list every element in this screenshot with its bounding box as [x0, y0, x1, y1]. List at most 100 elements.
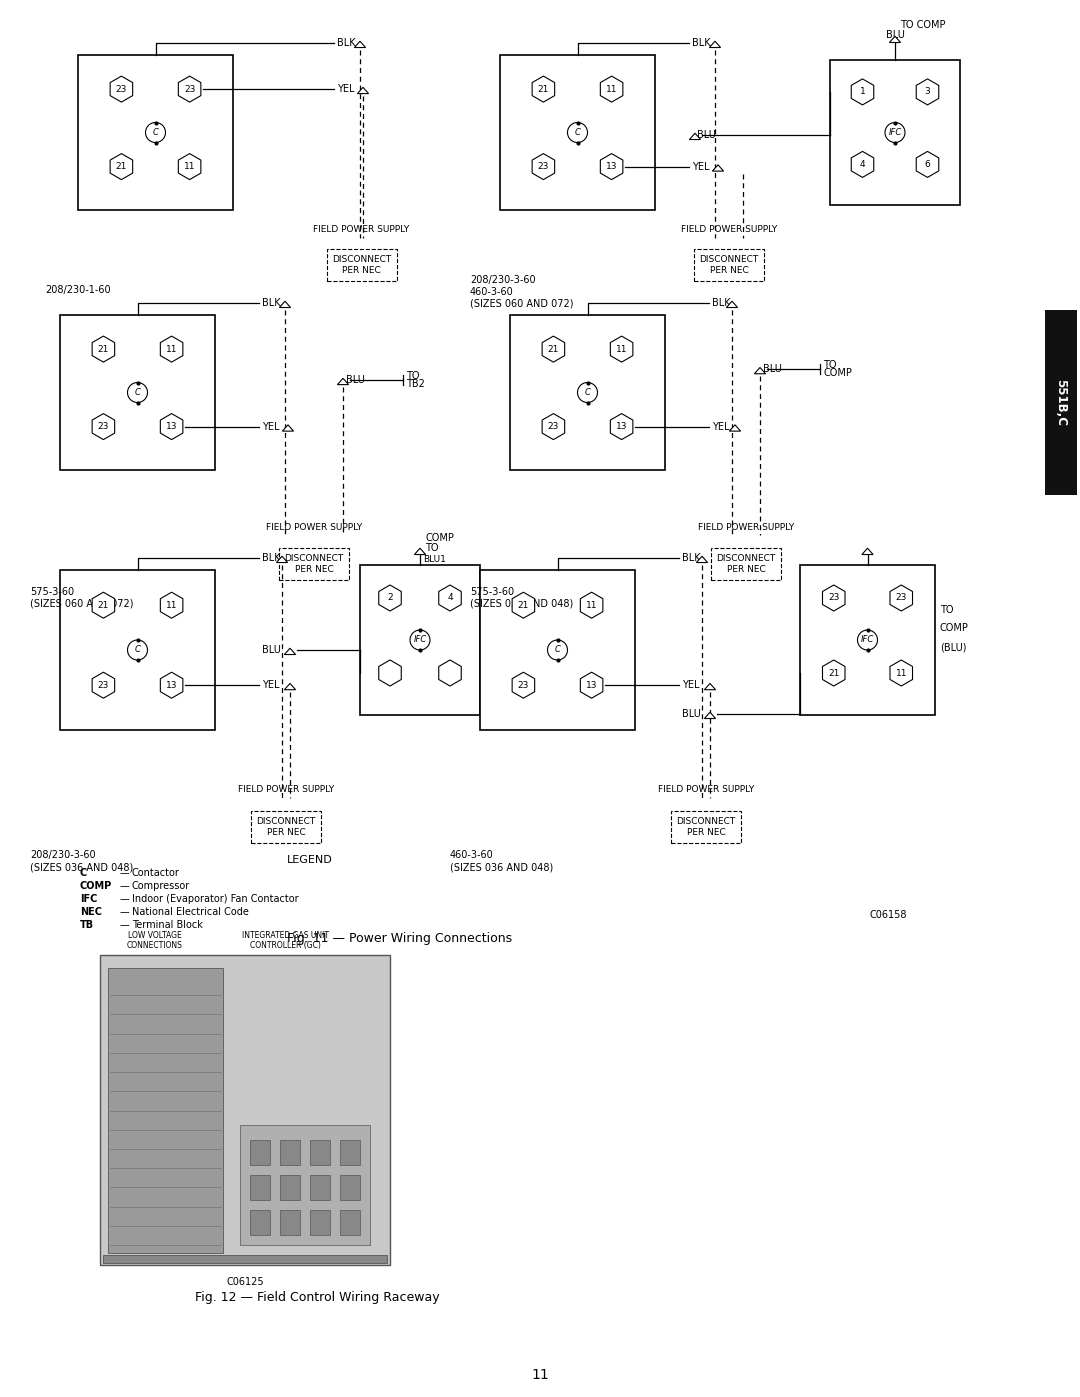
- Text: COMP: COMP: [823, 369, 852, 379]
- Text: 13: 13: [166, 422, 177, 432]
- Text: Fig. 11 — Power Wiring Connections: Fig. 11 — Power Wiring Connections: [287, 932, 513, 944]
- Text: BLU: BLU: [681, 710, 701, 719]
- Text: 21: 21: [116, 162, 127, 170]
- Bar: [60, 314, 215, 469]
- Circle shape: [578, 383, 597, 402]
- Text: 23: 23: [116, 85, 127, 94]
- Text: NEC: NEC: [80, 907, 102, 916]
- Text: 23: 23: [184, 85, 195, 94]
- Text: 21: 21: [828, 669, 839, 678]
- Text: 13: 13: [616, 422, 627, 432]
- Text: C: C: [575, 129, 580, 137]
- Polygon shape: [542, 337, 565, 362]
- Bar: [480, 570, 635, 731]
- Text: BLU1: BLU1: [423, 556, 446, 564]
- Text: FIELD POWER SUPPLY: FIELD POWER SUPPLY: [266, 522, 362, 531]
- Text: C: C: [135, 645, 140, 655]
- Text: 551B,C: 551B,C: [1054, 379, 1067, 426]
- Text: LOW VOLTAGE
CONNECTIONS: LOW VOLTAGE CONNECTIONS: [127, 930, 183, 950]
- Polygon shape: [713, 165, 724, 170]
- Text: 21: 21: [517, 601, 529, 609]
- Text: YEL: YEL: [692, 162, 710, 172]
- Bar: [340, 1210, 360, 1235]
- Text: 13: 13: [166, 680, 177, 690]
- Text: 575-3-60: 575-3-60: [470, 587, 514, 597]
- Text: IFC: IFC: [889, 129, 902, 137]
- Polygon shape: [704, 683, 716, 690]
- Bar: [78, 54, 233, 210]
- Text: DISCONNECT
PER NEC: DISCONNECT PER NEC: [716, 555, 775, 574]
- Polygon shape: [337, 379, 349, 384]
- Text: C: C: [135, 388, 140, 397]
- Text: C: C: [152, 129, 159, 137]
- Text: (SIZES 036 AND 048): (SIZES 036 AND 048): [470, 599, 573, 609]
- Text: BLU: BLU: [697, 130, 716, 140]
- Text: YEL: YEL: [681, 680, 700, 690]
- Bar: [340, 1175, 360, 1200]
- Text: 1: 1: [860, 88, 865, 96]
- Bar: [831, 60, 960, 205]
- Text: IFC: IFC: [414, 636, 427, 644]
- Text: INTEGRATED GAS UNIT
CONTROLLER (GC): INTEGRATED GAS UNIT CONTROLLER (GC): [242, 930, 328, 950]
- Text: BLU: BLU: [346, 376, 365, 386]
- Polygon shape: [600, 75, 623, 102]
- Text: 11: 11: [166, 601, 177, 609]
- Text: 23: 23: [517, 680, 529, 690]
- Text: 11: 11: [166, 345, 177, 353]
- Polygon shape: [354, 42, 366, 47]
- Bar: [279, 548, 349, 580]
- Bar: [280, 1140, 300, 1165]
- Text: 13: 13: [585, 680, 597, 690]
- Polygon shape: [890, 585, 913, 610]
- Text: 21: 21: [97, 345, 109, 353]
- Text: 11: 11: [184, 162, 195, 170]
- Text: —: —: [120, 882, 130, 891]
- Polygon shape: [92, 414, 114, 440]
- Polygon shape: [755, 367, 766, 374]
- Text: BLU: BLU: [262, 645, 281, 655]
- Text: FIELD POWER SUPPLY: FIELD POWER SUPPLY: [680, 225, 778, 235]
- Bar: [360, 564, 480, 715]
- Circle shape: [567, 123, 588, 142]
- Bar: [326, 249, 396, 281]
- Bar: [280, 1210, 300, 1235]
- Polygon shape: [512, 592, 535, 619]
- Polygon shape: [532, 154, 555, 180]
- Polygon shape: [512, 672, 535, 698]
- Text: IFC: IFC: [861, 636, 874, 644]
- Text: 11: 11: [616, 345, 627, 353]
- Text: BLK: BLK: [262, 298, 281, 307]
- Polygon shape: [727, 302, 738, 307]
- Text: 21: 21: [548, 345, 559, 353]
- Text: BLK: BLK: [681, 553, 701, 563]
- Polygon shape: [689, 133, 701, 140]
- Text: COMP: COMP: [80, 882, 112, 891]
- Bar: [500, 54, 654, 210]
- Bar: [280, 1175, 300, 1200]
- Polygon shape: [823, 585, 845, 610]
- Text: 208/230-3-60: 208/230-3-60: [30, 849, 96, 861]
- Text: C: C: [80, 868, 87, 877]
- Text: C: C: [554, 645, 561, 655]
- Text: DISCONNECT
PER NEC: DISCONNECT PER NEC: [256, 817, 315, 837]
- Text: 208/230-3-60: 208/230-3-60: [470, 275, 536, 285]
- Polygon shape: [276, 556, 287, 563]
- Text: C06125: C06125: [226, 1277, 264, 1287]
- Text: BLK: BLK: [262, 553, 281, 563]
- Text: BLK: BLK: [712, 298, 731, 307]
- Text: BLK: BLK: [692, 38, 711, 47]
- Text: 208/230-1-60: 208/230-1-60: [45, 285, 110, 295]
- Text: Terminal Block: Terminal Block: [132, 921, 203, 930]
- Text: 13: 13: [606, 162, 618, 170]
- Text: BLK: BLK: [337, 38, 355, 47]
- Text: (SIZES 060 AND 072): (SIZES 060 AND 072): [30, 599, 134, 609]
- Text: 2: 2: [388, 594, 393, 602]
- Bar: [340, 1140, 360, 1165]
- Polygon shape: [92, 592, 114, 619]
- Bar: [671, 812, 741, 842]
- Text: 4: 4: [447, 594, 453, 602]
- Text: C: C: [584, 388, 591, 397]
- Text: YEL: YEL: [262, 680, 280, 690]
- Text: FIELD POWER SUPPLY: FIELD POWER SUPPLY: [238, 785, 334, 795]
- Text: LEGEND: LEGEND: [287, 855, 333, 865]
